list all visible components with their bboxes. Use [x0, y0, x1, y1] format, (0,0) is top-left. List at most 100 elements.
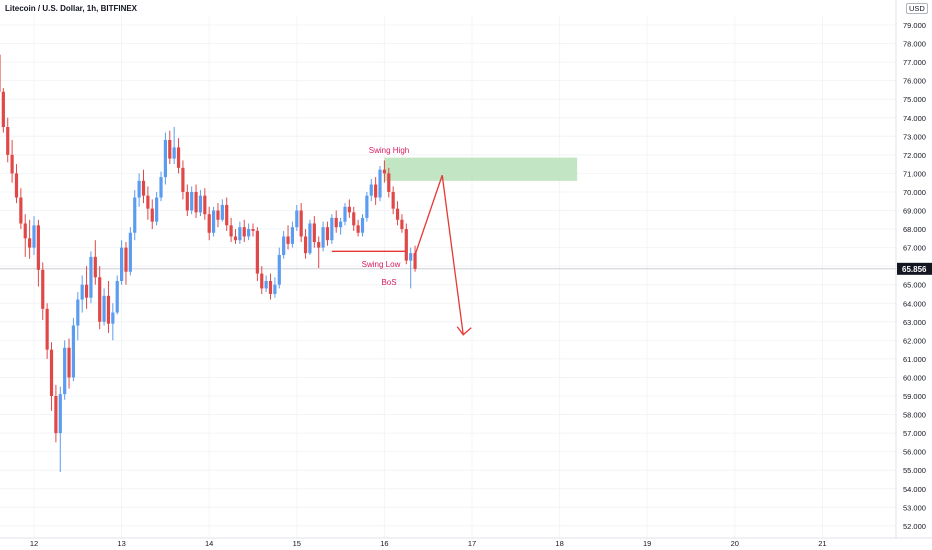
candle-body: [330, 217, 334, 241]
candle-body: [172, 147, 176, 159]
candle-body: [325, 227, 330, 241]
candle-body: [229, 225, 233, 237]
candle-body: [106, 295, 111, 324]
candle-body: [387, 173, 391, 192]
candle-body: [1, 91, 5, 128]
candles: [0, 54, 417, 473]
candle-body: [102, 295, 106, 322]
candle-body: [299, 210, 303, 237]
candle-body: [23, 223, 27, 239]
candle-body: [233, 236, 238, 241]
price-tick-label: 53.000: [903, 503, 926, 512]
current-price-tag: [897, 262, 932, 275]
price-tick-label: 54.000: [903, 485, 926, 494]
projection-arrow-line: [414, 175, 464, 335]
price-tick-label: 56.000: [903, 448, 926, 457]
time-tick-label: 17: [468, 539, 476, 548]
candle-body: [0, 54, 1, 92]
price-tick-label: 63.000: [903, 318, 926, 327]
candle-body: [63, 347, 67, 395]
candle-body: [339, 221, 343, 228]
time-tick-label: 20: [731, 539, 739, 548]
candle-body: [273, 284, 277, 294]
price-tick-label: 64.000: [903, 299, 926, 308]
supply-zone: [384, 157, 578, 181]
candle-body: [58, 394, 62, 434]
candle-body: [312, 223, 316, 243]
candle-body: [98, 277, 102, 322]
swing-high-label: Swing High: [369, 146, 409, 155]
candle-body: [185, 191, 189, 211]
supply-zone-rect: [384, 157, 578, 181]
candle-body: [343, 206, 347, 222]
candle-body: [277, 255, 281, 285]
candle-body: [413, 253, 417, 269]
candle-body: [71, 325, 76, 378]
candle-body: [67, 347, 71, 378]
candle-body: [168, 140, 172, 159]
annotations: Swing High Swing Low BoS: [331, 146, 472, 336]
candle-body: [80, 284, 84, 300]
candle-body: [225, 204, 229, 226]
candle-body: [360, 217, 365, 233]
candle-body: [176, 147, 181, 168]
candle-body: [382, 169, 386, 174]
candle-body: [282, 236, 286, 256]
candle-body: [133, 197, 137, 233]
candle-body: [137, 180, 141, 198]
candle-body: [352, 212, 356, 226]
candle-body: [150, 208, 154, 222]
price-tick-label: 78.000: [903, 40, 926, 49]
candle-body: [303, 236, 308, 254]
candle-body: [295, 210, 299, 228]
candle-body: [194, 191, 198, 213]
candle-body: [374, 184, 378, 198]
candle-body: [321, 227, 325, 248]
candle-body: [203, 195, 207, 215]
candle-body: [365, 195, 369, 218]
current-price-label: 65.856: [902, 265, 927, 274]
time-tick-label: 15: [293, 539, 301, 548]
currency-button[interactable]: USD: [906, 3, 928, 14]
time-tick-label: 13: [117, 539, 125, 548]
candle-body: [36, 225, 40, 270]
price-tick-label: 58.000: [903, 411, 926, 420]
candle-body: [84, 284, 89, 298]
candle-body: [19, 197, 23, 224]
candle-body: [251, 229, 255, 231]
candle-body: [347, 206, 351, 213]
time-tick-label: 12: [30, 539, 38, 548]
candle-body: [163, 140, 167, 178]
projection-arrow-head: [456, 326, 472, 336]
price-axis[interactable]: 79.000 78.000 77.000 76.000 75.000 74.000 73.0…: [897, 21, 932, 531]
price-tick-label: 76.000: [903, 77, 926, 86]
candle-body: [54, 396, 58, 434]
price-tick-label: 57.000: [903, 429, 926, 438]
candle-body: [207, 214, 211, 233]
candle-body: [76, 299, 80, 326]
candle-body: [356, 225, 360, 233]
price-tick-label: 67.000: [903, 244, 926, 253]
candle-body: [111, 312, 115, 324]
candle-body: [198, 195, 203, 213]
price-tick-label: 71.000: [903, 169, 926, 178]
candle-body: [391, 191, 395, 209]
candle-body: [6, 127, 10, 155]
price-tick-label: 62.000: [903, 336, 926, 345]
candle-body: [404, 229, 408, 261]
candle-body: [268, 280, 273, 294]
candle-body: [334, 217, 338, 228]
candle-body: [260, 273, 264, 289]
candle-body: [45, 308, 49, 350]
price-tick-label: 79.000: [903, 21, 926, 30]
price-tick-label: 59.000: [903, 392, 926, 401]
time-axis[interactable]: 12 13 14 15 16 17 18 19 20 21: [30, 539, 827, 548]
candle-body: [395, 208, 400, 220]
price-tick-label: 69.000: [903, 207, 926, 216]
time-tick-label: 21: [818, 539, 826, 548]
candle-body: [10, 154, 14, 174]
price-tick-label: 61.000: [903, 355, 926, 364]
candle-body: [128, 232, 132, 272]
candle-body: [181, 167, 185, 192]
